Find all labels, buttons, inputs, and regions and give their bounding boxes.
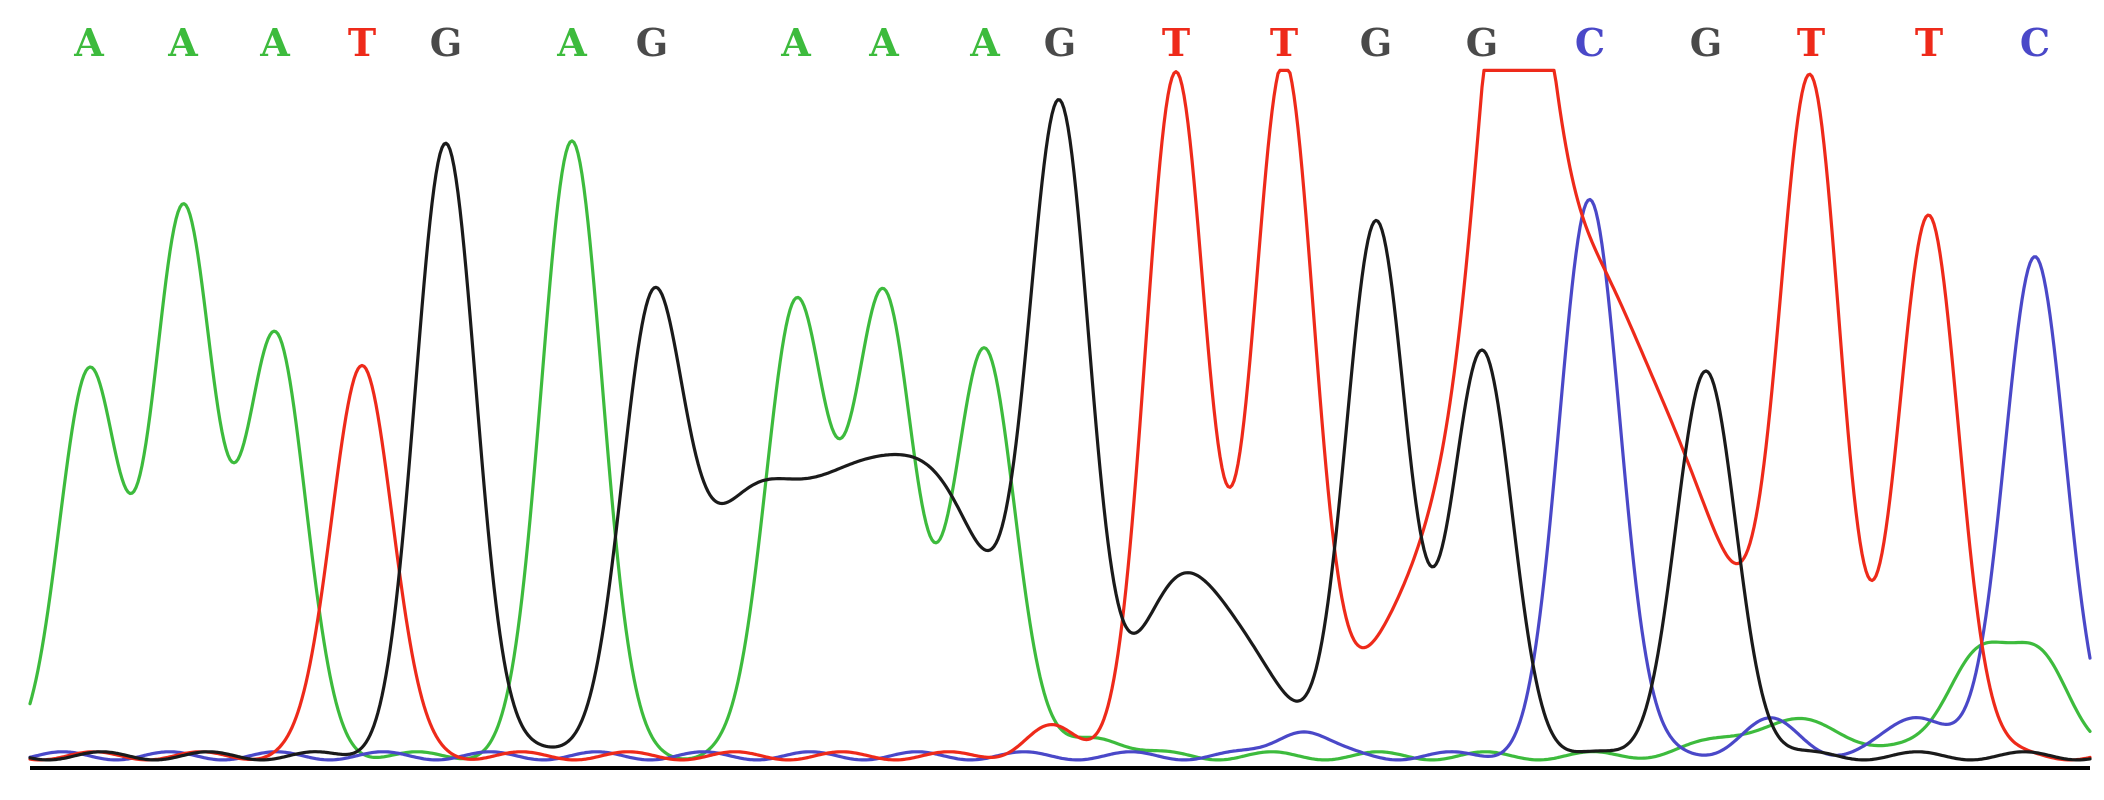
base-label-c: C [2020, 20, 2050, 65]
base-label-a: A [868, 20, 899, 65]
trace-g [28, 98, 2092, 762]
base-label-g: G [636, 20, 668, 65]
base-label-a: A [167, 20, 198, 65]
trace-a [28, 139, 2092, 762]
base-label-a: A [969, 20, 1000, 65]
base-label-c: C [1575, 20, 1605, 65]
base-label-t: T [1162, 20, 1190, 65]
base-label-g: G [1466, 20, 1498, 65]
base-label-t: T [1915, 20, 1943, 65]
base-label-t: T [348, 20, 376, 65]
base-label-t: T [1797, 20, 1825, 65]
base-label-g: G [1690, 20, 1722, 65]
base-label-a: A [556, 20, 587, 65]
trace-lines [28, 68, 2092, 762]
base-label-t: T [1270, 20, 1298, 65]
trace-t [28, 68, 2092, 762]
base-label-g: G [430, 20, 462, 65]
base-label-a: A [73, 20, 104, 65]
trace-c [28, 197, 2092, 762]
base-label-a: A [259, 20, 290, 65]
base-label-g: G [1044, 20, 1076, 65]
base-label-g: G [1360, 20, 1392, 65]
base-label-a: A [780, 20, 811, 65]
